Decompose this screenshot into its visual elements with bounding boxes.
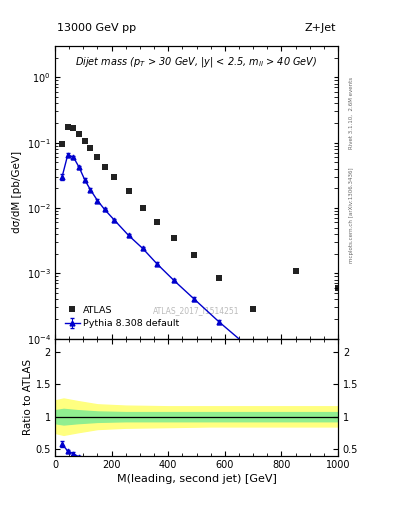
- Text: ATLAS_2017_I1514251: ATLAS_2017_I1514251: [153, 306, 240, 315]
- ATLAS: [71, 125, 76, 132]
- Text: Dijet mass (p$_{T}$ > 30 GeV, |y| < 2.5, m$_{ll}$ > 40 GeV): Dijet mass (p$_{T}$ > 30 GeV, |y| < 2.5,…: [75, 55, 318, 69]
- ATLAS: [102, 163, 107, 169]
- ATLAS: [95, 154, 100, 160]
- ATLAS: [251, 306, 255, 312]
- ATLAS: [171, 234, 176, 241]
- Legend: ATLAS, Pythia 8.308 default: ATLAS, Pythia 8.308 default: [62, 303, 182, 331]
- ATLAS: [154, 219, 159, 225]
- X-axis label: M(leading, second jet) [GeV]: M(leading, second jet) [GeV]: [117, 474, 276, 484]
- ATLAS: [112, 174, 117, 180]
- Text: 13000 GeV pp: 13000 GeV pp: [57, 23, 136, 33]
- Y-axis label: dσ/dM [pb/GeV]: dσ/dM [pb/GeV]: [13, 152, 22, 233]
- Line: ATLAS: ATLAS: [59, 123, 341, 312]
- Text: Z+Jet: Z+Jet: [305, 23, 336, 33]
- ATLAS: [336, 285, 340, 291]
- ATLAS: [126, 188, 131, 195]
- Y-axis label: Ratio to ATLAS: Ratio to ATLAS: [23, 359, 33, 435]
- ATLAS: [191, 252, 196, 258]
- ATLAS: [65, 124, 70, 130]
- ATLAS: [77, 131, 81, 137]
- ATLAS: [217, 275, 222, 281]
- ATLAS: [293, 268, 298, 274]
- ATLAS: [140, 205, 145, 211]
- ATLAS: [83, 138, 87, 144]
- ATLAS: [60, 141, 64, 147]
- ATLAS: [88, 145, 93, 152]
- Text: Rivet 3.1.10,  2.6M events: Rivet 3.1.10, 2.6M events: [349, 77, 354, 148]
- Text: mcplots.cern.ch [arXiv:1306.3436]: mcplots.cern.ch [arXiv:1306.3436]: [349, 167, 354, 263]
